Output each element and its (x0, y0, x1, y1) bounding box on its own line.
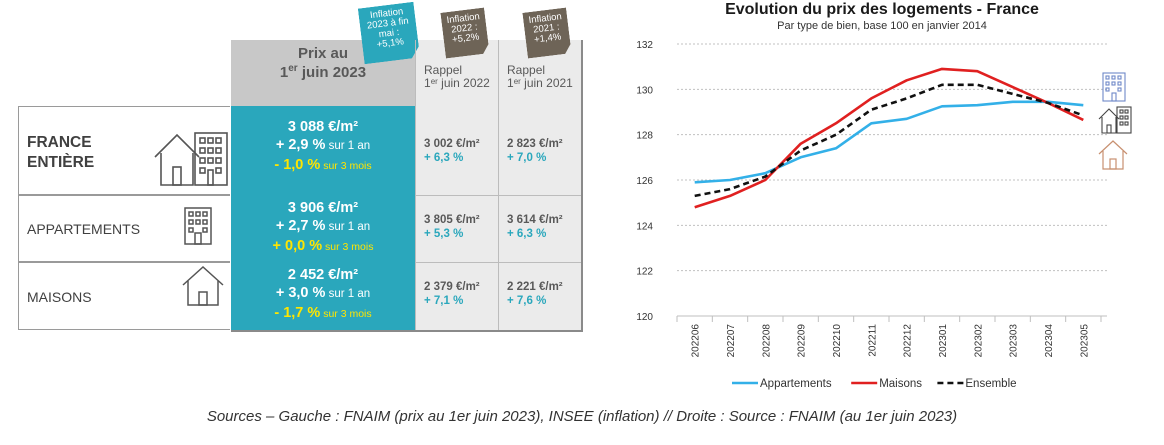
legend-label-maisons: Maisons (879, 378, 922, 390)
row-label-appartements: APPARTEMENTS (27, 221, 141, 237)
chart-title: Evolution du prix des logements - France (725, 1, 1039, 18)
legend-label-ensemble: Ensemble (965, 378, 1016, 390)
y-tick-label: 126 (636, 176, 653, 187)
house-icon (1098, 140, 1128, 170)
x-tick-label: 202209 (797, 324, 808, 358)
source-note: Sources – Gauche : FNAIM (prix au 1er ju… (206, 408, 958, 425)
series-line-appartements (694, 100, 1084, 184)
x-tick-label: 202212 (903, 324, 914, 358)
row-divider (416, 262, 581, 263)
table-bottom-edge (231, 330, 583, 332)
inflation-2021-tag: Inflation 2021 : +1,4% (522, 7, 571, 58)
x-tick-label: 202303 (1009, 324, 1020, 358)
x-tick-label: 202206 (691, 324, 702, 358)
cell-france-2022: 3 002 €/m² + 6,3 % (416, 106, 498, 195)
y-tick-label: 128 (636, 131, 653, 142)
legend-label-appartements: Appartements (760, 378, 832, 390)
table-right-edge (581, 40, 583, 332)
row-appartements: APPARTEMENTS (18, 195, 230, 262)
series-line-ensemble (694, 83, 1084, 198)
x-tick-label: 202304 (1044, 324, 1055, 358)
apartment-building-icon (184, 207, 212, 245)
apartment-icon (1102, 72, 1126, 102)
cell-appartements-2022: 3 805 €/m² + 5,3 % (416, 195, 498, 262)
price-table: Prix au 1er juin 2023 Rappel 1er juin 20… (0, 0, 600, 400)
cell-maisons-prix-2023: 2 452 €/m² + 3,0 % sur 1 an - 1,7 % sur … (231, 262, 415, 330)
row-label-maisons: MAISONS (27, 289, 92, 305)
x-tick-label: 202207 (726, 324, 737, 358)
house-icon (182, 265, 224, 306)
col-divider (415, 40, 416, 330)
x-tick-label: 202210 (832, 324, 843, 358)
cell-france-2021: 2 823 €/m² + 7,0 % (499, 106, 581, 195)
inflation-2022-tag: Inflation 2022 : +5,2% (440, 7, 489, 58)
y-tick-label: 122 (636, 267, 653, 278)
cell-maisons-2021: 2 221 €/m² + 7,6 % (499, 262, 581, 330)
row-maisons: MAISONS (18, 262, 230, 330)
chart-subtitle: Par type de bien, base 100 en janvier 20… (777, 20, 987, 32)
house-and-building-icon (154, 132, 228, 186)
x-tick-label: 202305 (1079, 324, 1090, 358)
x-tick-label: 202208 (761, 324, 772, 358)
price-evolution-chart: Evolution du prix des logements - France… (610, 0, 1164, 400)
row-divider (416, 195, 581, 196)
row-label-france: FRANCE ENTIÈRE (27, 134, 95, 171)
chart-plot: 120 122 124 126 128 130 132 202206 202207 202208 2… (636, 40, 1132, 390)
inflation-2023-tag: Inflation 2023 à fin mai : +5,1% (358, 2, 420, 64)
cell-france-prix-2023: 3 088 €/m² + 2,9 % sur 1 an - 1,0 % sur … (231, 106, 415, 195)
cell-appartements-prix-2023: 3 906 €/m² + 2,7 % sur 1 an + 0,0 % sur … (231, 195, 415, 262)
x-tick-label: 202211 (867, 324, 878, 357)
y-tick-label: 132 (636, 40, 653, 51)
house-and-building-icon (1098, 106, 1132, 134)
header-rappel-2021: Rappel 1er juin 2021 (499, 40, 581, 106)
x-tick-label: 202302 (973, 324, 984, 358)
series-line-maisons (694, 67, 1084, 209)
header-rappel-2022: Rappel 1er juin 2022 (416, 40, 498, 106)
col-divider (498, 40, 499, 330)
y-tick-label: 124 (636, 221, 653, 232)
cell-appartements-2021: 3 614 €/m² + 6,3 % (499, 195, 581, 262)
cell-maisons-2022: 2 379 €/m² + 7,1 % (416, 262, 498, 330)
y-tick-label: 130 (636, 85, 653, 96)
x-tick-label: 202301 (938, 324, 949, 358)
row-france-entiere: FRANCE ENTIÈRE (18, 106, 230, 195)
y-tick-label: 120 (636, 312, 653, 323)
